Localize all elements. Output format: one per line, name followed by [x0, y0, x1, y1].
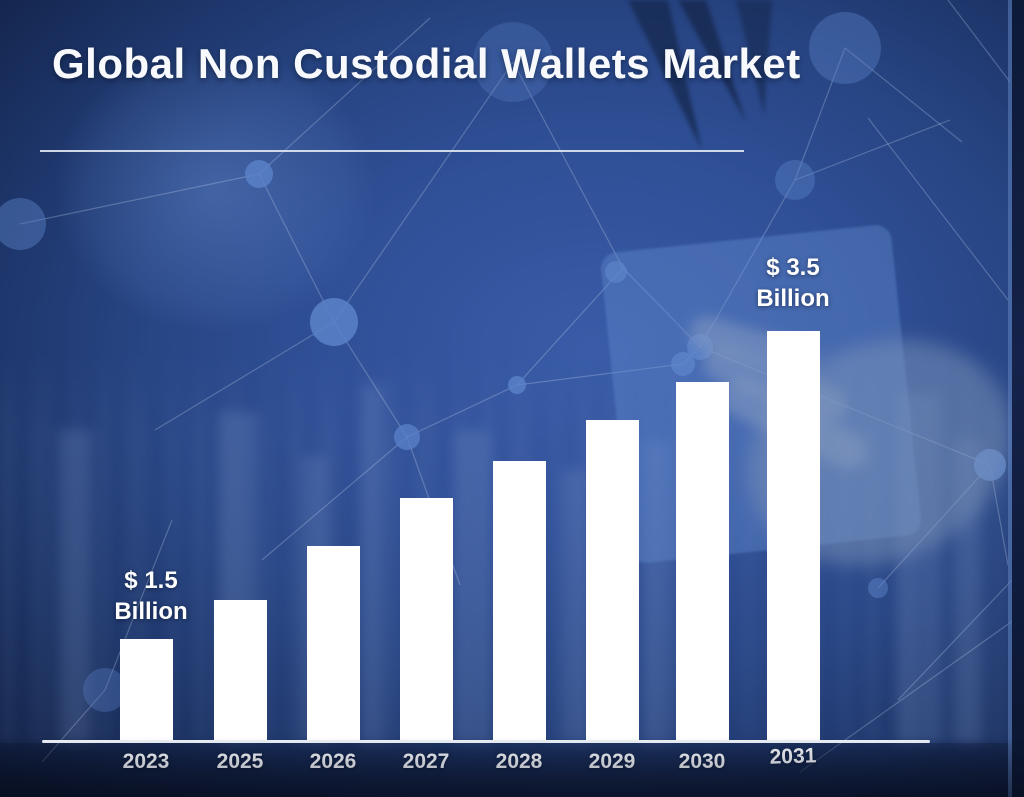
bar-2029	[586, 420, 639, 742]
right-edge-dark-strip	[1012, 0, 1024, 797]
title-underline	[40, 150, 744, 152]
annotation-2023-line2: Billion	[114, 598, 188, 625]
year-label-2025: 2025	[200, 750, 280, 774]
background-glow	[0, 0, 430, 380]
bar-2031	[767, 331, 820, 742]
bar-2030	[676, 382, 729, 742]
annotation-2023-value: $ 1.5 Billion	[89, 565, 213, 627]
right-edge-highlight	[1008, 0, 1012, 797]
bar-2027	[400, 498, 453, 742]
annotation-2023-line1: $ 1.5	[124, 567, 178, 594]
annotation-2031-line1: $ 3.5	[766, 254, 820, 281]
annotation-2031-value: $ 3.5 Billion	[731, 252, 855, 314]
page-title: Global Non Custodial Wallets Market	[52, 40, 801, 87]
year-label-2030: 2030	[662, 750, 742, 774]
year-label-2028: 2028	[479, 750, 559, 774]
year-label-2026: 2026	[293, 750, 373, 774]
bar-2028	[493, 461, 546, 742]
year-label-2023: 2023	[106, 750, 186, 774]
bar-2025	[214, 600, 267, 742]
x-axis-line	[42, 740, 930, 743]
bar-2026	[307, 546, 360, 742]
bar-2023	[120, 639, 173, 742]
year-label-2029: 2029	[572, 750, 652, 774]
year-label-2027: 2027	[386, 750, 466, 774]
annotation-2031-line2: Billion	[756, 285, 830, 312]
bottom-vignette	[0, 737, 1024, 797]
below-axis-shade	[0, 743, 1024, 797]
